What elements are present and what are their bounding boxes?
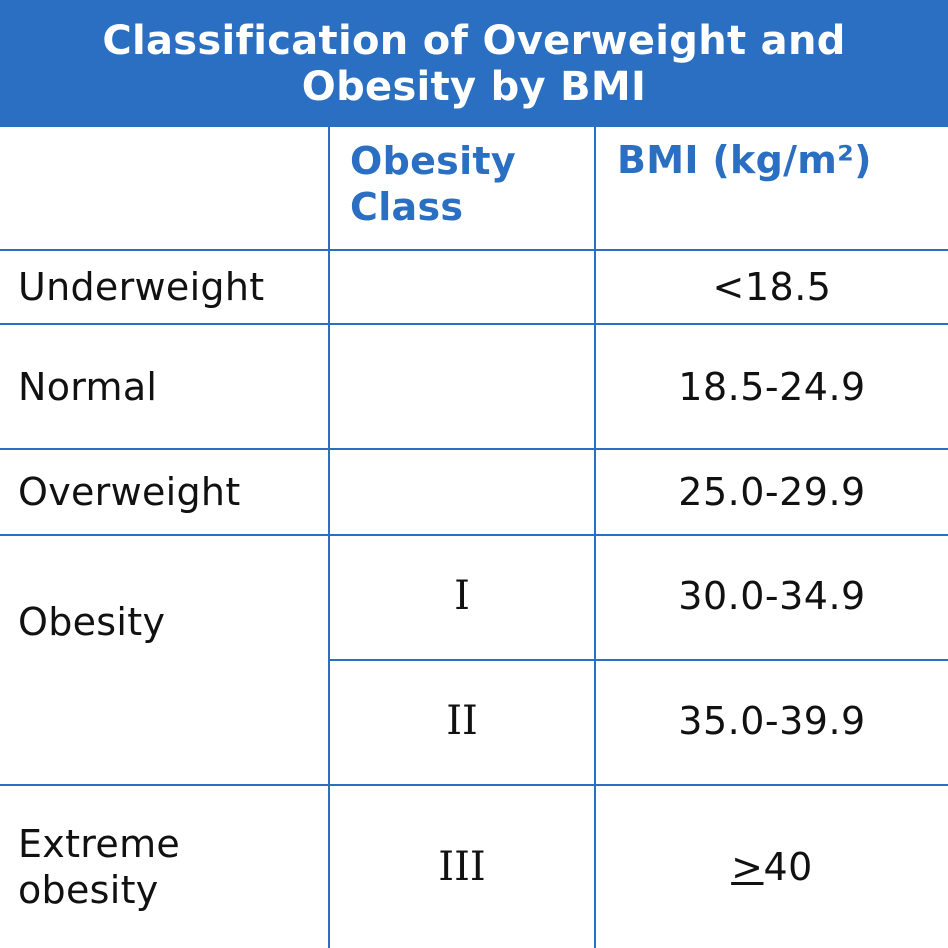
row-obesity-class-1-bmi-value: 30.0-34.9 [678,574,866,618]
row-underweight-category: Underweight [0,251,328,323]
row-obesity-class-2-label: II [446,698,478,744]
column-divider-2 [594,127,596,948]
row-obesity-category-label: Obesity [18,600,166,644]
row-divider-obesity-class [329,659,948,661]
row-divider-header [0,249,948,251]
row-divider-overweight [0,534,948,536]
row-normal-bmi: 18.5-24.9 [596,325,948,448]
table-title-line-2: Obesity by BMI [301,63,647,110]
row-divider-obesity [0,784,948,786]
row-obesity-class-1: I [330,536,594,656]
row-obesity-class-2-bmi: 35.0-39.9 [596,661,948,781]
header-obesity-class-line-1: Obesity [350,139,516,183]
row-extreme-obesity-bmi-symbol: > [731,845,764,889]
row-divider-normal [0,448,948,450]
header-bmi-cell: BMI (kg/m²) [617,136,948,184]
header-obesity-class-line-2: Class [350,185,464,229]
row-underweight-bmi-value: <18.5 [712,265,832,309]
row-overweight-class [330,450,594,534]
row-underweight-bmi: <18.5 [596,251,948,323]
row-overweight-bmi-value: 25.0-29.9 [678,470,866,514]
row-divider-underweight [0,323,948,325]
row-normal-category: Normal [0,325,328,448]
header-obesity-class-cell: Obesity Class [350,136,590,232]
row-extreme-obesity-class: III [330,786,594,948]
row-extreme-obesity-category: Extreme obesity [0,786,328,948]
row-extreme-obesity-category-line-1: Extreme [18,822,181,866]
row-underweight-class [330,251,594,323]
row-obesity-class-2-bmi-value: 35.0-39.9 [678,699,866,743]
row-obesity-class-1-label: I [454,573,470,619]
row-extreme-obesity-bmi: >40 [596,786,948,948]
table-title-line-1: Classification of Overweight and [102,17,846,64]
table-title-banner: Classification of Overweight and Obesity… [0,0,948,127]
row-underweight-category-label: Underweight [18,265,265,309]
row-normal-bmi-value: 18.5-24.9 [678,364,866,409]
row-overweight-category-label: Overweight [18,470,241,514]
row-obesity-category: Obesity [0,536,328,708]
row-extreme-obesity-bmi-value: 40 [763,845,813,889]
row-overweight-bmi: 25.0-29.9 [596,450,948,534]
row-normal-category-label: Normal [18,364,158,409]
row-extreme-obesity-class-label: III [438,844,486,890]
row-normal-class [330,325,594,448]
row-obesity-class-2: II [330,661,594,781]
row-overweight-category: Overweight [0,450,328,534]
column-divider-1 [328,127,330,948]
row-obesity-class-1-bmi: 30.0-34.9 [596,536,948,656]
header-category-cell [0,129,328,249]
row-extreme-obesity-category-line-2: obesity [18,868,159,912]
header-bmi-label: BMI (kg/m²) [617,138,872,182]
